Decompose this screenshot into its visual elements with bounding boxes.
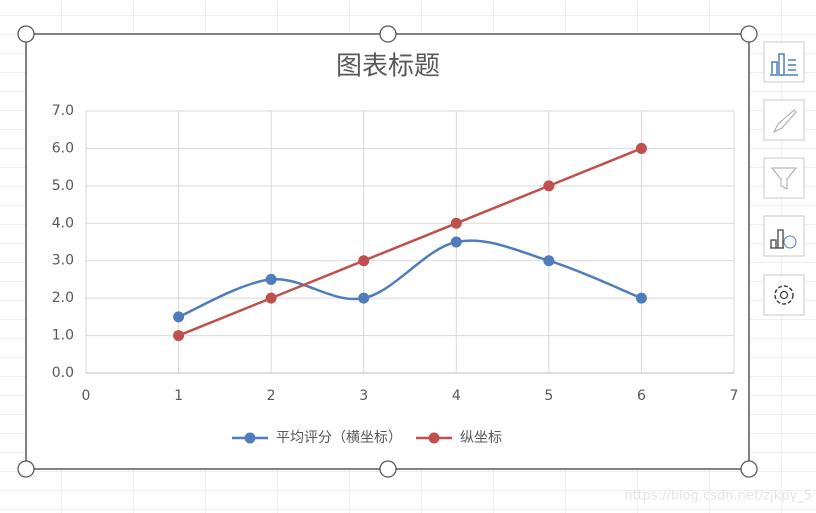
point (265, 273, 277, 285)
icon (779, 290, 789, 300)
handle[interactable] (379, 460, 397, 478)
y-tick-label: 1.0 (52, 328, 74, 344)
handle[interactable] (17, 460, 35, 478)
chart-title[interactable]: 图表标题 (336, 52, 440, 82)
x-tick-label: 2 (267, 388, 276, 404)
point (450, 217, 462, 229)
point (543, 255, 555, 267)
y-tick-label: 7.0 (52, 103, 74, 119)
icon (770, 229, 784, 249)
y-tick-label: 4.0 (52, 215, 74, 231)
point (358, 255, 370, 267)
x-tick-label: 6 (637, 388, 646, 404)
icon (774, 285, 794, 305)
resize-handles[interactable] (17, 25, 758, 478)
legend-marker (428, 432, 440, 444)
handle[interactable] (17, 25, 35, 43)
handle[interactable] (740, 25, 758, 43)
point (635, 142, 647, 154)
y-tick-label: 6.0 (52, 140, 74, 156)
series-line (178, 147, 642, 337)
icon (770, 167, 798, 190)
x-tick-label: 3 (359, 388, 368, 404)
point (358, 292, 370, 304)
point (450, 236, 462, 248)
x-tick-label: 5 (544, 388, 553, 404)
plot: 0.0 1.0 2.0 3.0 4.0 5.0 6.0 7.0 0 1 2 3 4 5 6 7 平均评分（横坐标… (52, 103, 739, 446)
point (265, 292, 277, 304)
x-tick-label: 7 (730, 388, 739, 404)
legend-marker (244, 432, 256, 444)
chart-styles-button[interactable] (763, 99, 805, 141)
chart-map-button[interactable] (763, 215, 805, 257)
legend-label: 纵坐标 (460, 430, 502, 446)
series-line (178, 239, 642, 319)
handle[interactable] (740, 460, 758, 478)
x-tick-label: 4 (452, 388, 461, 404)
point (173, 330, 185, 342)
y-tick-label: 3.0 (52, 253, 74, 269)
icon (783, 235, 797, 249)
handle[interactable] (379, 25, 397, 43)
legend-label: 平均评分（横坐标） (276, 430, 402, 446)
chart-tools (763, 41, 805, 316)
y-tick-label: 2.0 (52, 290, 74, 306)
point (635, 292, 647, 304)
point (543, 180, 555, 192)
icon (770, 53, 798, 76)
watermark: https://blog.csdn.net/zjkpy_5 (624, 489, 812, 504)
settings-button[interactable] (763, 274, 805, 316)
y-tick-label: 5.0 (52, 178, 74, 194)
x-tick-label: 1 (174, 388, 183, 404)
x-tick-label: 0 (82, 388, 91, 404)
icon (772, 109, 797, 134)
point (173, 311, 185, 323)
chart-filter-button[interactable] (763, 157, 805, 199)
y-tick-label: 0.0 (52, 365, 74, 381)
